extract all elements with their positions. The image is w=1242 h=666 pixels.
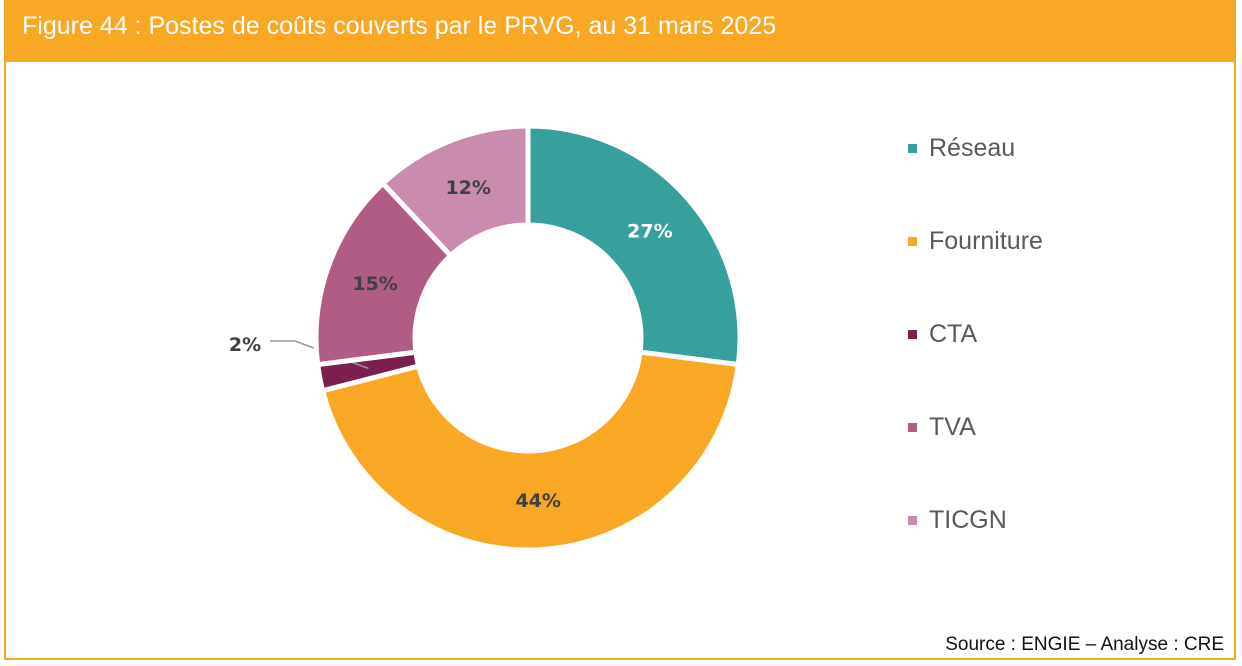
legend-swatch: [908, 422, 917, 432]
data-label: 12%: [445, 177, 490, 199]
source-note: Source : ENGIE – Analyse : CRE: [945, 634, 1224, 655]
legend-label: CTA: [929, 319, 978, 348]
slice-fourniture: [319, 349, 742, 553]
legend-label: Fourniture: [929, 226, 1043, 255]
data-label: 15%: [352, 273, 397, 295]
chart-frame: [4, 0, 1236, 660]
title-bar: Figure 44 : Postes de coûts couverts par…: [4, 0, 1236, 62]
slice-rseau: [525, 123, 743, 368]
chart-title: Figure 44 : Postes de coûts couverts par…: [22, 12, 777, 40]
legend-item: CTA: [908, 314, 977, 354]
legend-label: Réseau: [929, 133, 1016, 162]
legend-swatch: [908, 236, 917, 246]
legend-item: Réseau: [908, 128, 1015, 168]
legend-swatch: [908, 515, 917, 525]
legend-label: TICGN: [929, 505, 1007, 534]
slice-ticgn: [379, 123, 531, 260]
data-label: 27%: [627, 221, 672, 243]
legend-item: TVA: [908, 407, 976, 447]
legend-item: TICGN: [908, 500, 1007, 540]
legend-item: Fourniture: [908, 221, 1043, 261]
legend-swatch: [908, 143, 917, 153]
data-label: 44%: [515, 490, 560, 512]
data-label: 2%: [229, 334, 261, 356]
legend-swatch: [908, 329, 917, 339]
legend-label: TVA: [929, 412, 976, 441]
